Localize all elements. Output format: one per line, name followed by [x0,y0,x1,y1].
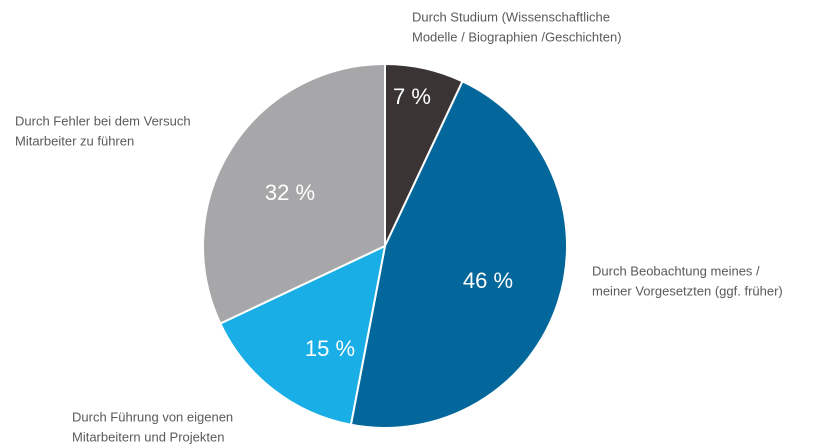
value-label: 7 % [393,84,431,109]
pie-slice [218,244,387,426]
category-label: Durch Führung von eigenen [72,409,233,424]
category-label: meiner Vorgesetzten (ggf. früher) [592,283,783,298]
category-label: Durch Studium (Wissenschaftliche [412,9,610,24]
pie-slice [202,62,386,325]
value-label: 15 % [305,336,355,361]
category-label: Mitarbeitern und Projekten [72,429,224,444]
category-label: Modelle / Biographien /Geschichten) [412,29,622,44]
value-label: 32 % [265,180,315,205]
pie-slice [349,79,568,429]
value-label: 46 % [463,268,513,293]
category-label: Mitarbeiter zu führen [15,133,134,148]
category-label: Durch Beobachtung meines / [592,263,760,278]
category-label: Durch Fehler bei dem Versuch [15,113,191,128]
